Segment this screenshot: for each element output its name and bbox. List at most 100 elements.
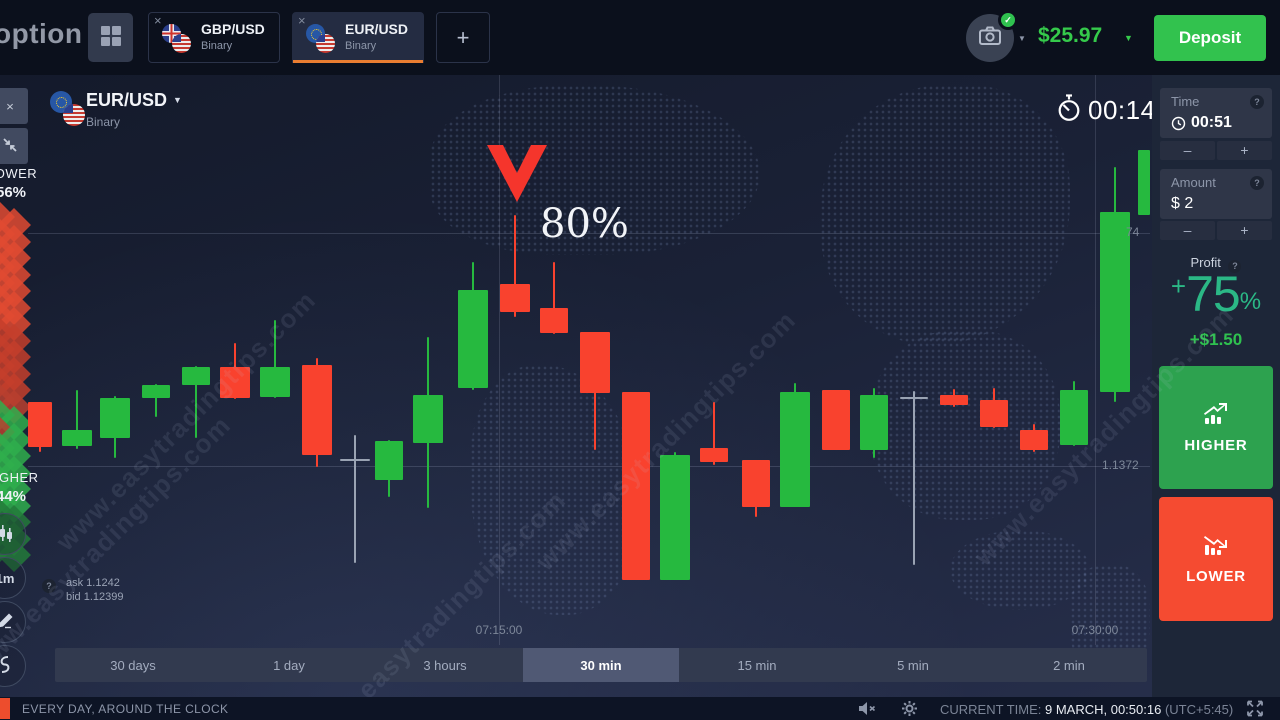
- time-stepper: – +: [1160, 141, 1272, 160]
- sentiment-higher-value: 44%: [0, 488, 27, 505]
- asset-tab-gbp-usd[interactable]: × GBP/USD Binary: [148, 12, 280, 63]
- timeframe-2-min[interactable]: 2 min: [1053, 657, 1085, 673]
- help-icon[interactable]: ?: [42, 579, 56, 593]
- tab-pair-label: GBP/USD: [201, 21, 265, 37]
- profit-amount: +$1.50: [1189, 330, 1243, 349]
- higher-button[interactable]: HIGHER: [1159, 366, 1273, 489]
- profit-number: 75: [1186, 266, 1241, 322]
- gridline-vertical: [1095, 75, 1096, 645]
- tab-type-label: Binary: [345, 40, 377, 52]
- instrument-flags: [50, 91, 88, 129]
- candlestick-chart-icon: [0, 523, 14, 546]
- tab-type-label: Binary: [201, 40, 233, 52]
- stopwatch-icon: [1056, 94, 1082, 127]
- price-label-partial: 74: [1126, 225, 1140, 239]
- promo-marker: [0, 698, 10, 719]
- settings-gear-icon[interactable]: [901, 700, 918, 720]
- deposit-button[interactable]: Deposit: [1154, 15, 1266, 61]
- balance-chevron-down-icon[interactable]: ▼: [1124, 33, 1133, 43]
- lower-button-label: LOWER: [1186, 568, 1246, 585]
- amount-plus-button[interactable]: +: [1217, 221, 1272, 240]
- drawing-tools-button[interactable]: [0, 601, 26, 643]
- higher-button-label: HIGHER: [1184, 436, 1248, 454]
- ask-value: ask 1.1242: [66, 577, 120, 589]
- gridline-horizontal: [28, 466, 1150, 467]
- current-time-value: 9 MARCH, 00:50:16: [1044, 702, 1162, 717]
- close-tab-icon[interactable]: ×: [298, 13, 306, 28]
- tab-pair-label: EUR/USD: [345, 21, 409, 37]
- time-card-value: 00:51: [1191, 114, 1232, 131]
- fullscreen-icon[interactable]: [1246, 700, 1264, 720]
- help-icon[interactable]: ?: [1250, 175, 1264, 190]
- status-bar: EVERY DAY, AROUND THE CLOCK CURRENT TIME…: [0, 697, 1280, 720]
- timeframe-15-min[interactable]: 15 min: [737, 657, 777, 673]
- collapse-arrows-icon: [2, 137, 18, 156]
- lower-button[interactable]: LOWER: [1159, 497, 1273, 621]
- sentiment-lower-value: 56%: [0, 184, 27, 201]
- countdown-value: 00:14: [1088, 95, 1152, 125]
- top-bar: option × GBP/USD Binary × EUR/USD Binary + ✓ …: [0, 0, 1280, 75]
- ask-bid-quote: ask 1.1242 bid 1.12399: [66, 576, 124, 604]
- promo-text: EVERY DAY, AROUND THE CLOCK: [22, 702, 229, 716]
- amount-card-value[interactable]: $ 2: [1171, 195, 1194, 212]
- amount-card: Amount ? $ 2: [1160, 169, 1272, 219]
- time-axis-label: 07:15:00: [475, 623, 523, 637]
- pencil-icon: [0, 612, 14, 632]
- close-chart-button[interactable]: ×: [0, 88, 28, 124]
- timeframe-3-hours[interactable]: 3 hours: [423, 657, 467, 673]
- verified-check-badge: ✓: [998, 10, 1018, 30]
- asset-grid-button[interactable]: [88, 13, 133, 62]
- amount-stepper: – +: [1160, 221, 1272, 240]
- us-flag-icon: [172, 34, 191, 53]
- grid-icon: [100, 25, 122, 50]
- chart-area: 80% 00:14 EUR/USD▼ Binary × LOWER 56%: [0, 75, 1152, 697]
- amount-minus-button[interactable]: –: [1160, 221, 1215, 240]
- asset-tabs: × GBP/USD Binary × EUR/USD Binary: [148, 12, 436, 63]
- help-icon[interactable]: ?: [1250, 94, 1264, 109]
- timeframe-5-min[interactable]: 5 min: [897, 657, 929, 673]
- close-tab-icon[interactable]: ×: [154, 13, 162, 28]
- time-card: Time ? 00:51: [1160, 88, 1272, 138]
- instrument-selector[interactable]: EUR/USD ▼: [86, 90, 182, 110]
- profile-camera-button[interactable]: ✓: [966, 10, 1018, 62]
- signal-annotation: 80%: [540, 201, 629, 247]
- chevron-down-icon[interactable]: ▼: [1018, 34, 1026, 43]
- timeframe-30-days[interactable]: 30 days: [110, 657, 156, 673]
- sentiment-lower: LOWER 56%: [0, 166, 37, 201]
- map-dots-blob: [430, 85, 760, 255]
- us-flag-icon: [63, 104, 85, 126]
- time-axis-label: 07:30:00: [1071, 623, 1119, 637]
- indicator-curve-icon: [0, 655, 13, 678]
- profit-percent-sign: %: [1239, 288, 1262, 315]
- instrument-type: Binary: [86, 115, 121, 129]
- tab-flags: [162, 24, 192, 54]
- sentiment-lower-label: LOWER: [0, 166, 38, 181]
- profit-label: Profit: [1190, 255, 1221, 270]
- account-balance[interactable]: $25.97: [1038, 24, 1103, 47]
- time-minus-button[interactable]: –: [1160, 141, 1215, 160]
- timeframe-1-day[interactable]: 1 day: [273, 657, 305, 673]
- current-time-label: CURRENT TIME:: [940, 702, 1042, 717]
- profit-percent: +75%: [1152, 265, 1280, 323]
- collapse-chart-button[interactable]: [0, 128, 28, 164]
- sound-muted-icon[interactable]: [858, 700, 877, 720]
- map-dots-blob: [950, 530, 1090, 610]
- price-label: 1.1372: [1102, 458, 1139, 472]
- sentiment-higher: HIGHER 44%: [0, 470, 39, 505]
- amount-card-label: Amount: [1171, 175, 1216, 190]
- timeframe-30-min[interactable]: 30 min: [523, 648, 679, 682]
- brand-logo: option: [0, 18, 83, 49]
- add-asset-button[interactable]: +: [436, 12, 490, 63]
- time-card-label: Time: [1171, 94, 1200, 109]
- timeframe-bar: 30 days 1 day 3 hours 30 min 15 min 5 min 2 mi…: [55, 648, 1147, 682]
- bid-value: bid 1.12399: [66, 591, 124, 603]
- gridline-vertical: [499, 75, 500, 645]
- time-plus-button[interactable]: +: [1217, 141, 1272, 160]
- help-icon[interactable]: ?: [1228, 259, 1242, 273]
- candle-countdown: 00:14: [1056, 94, 1152, 127]
- us-flag-icon: [316, 34, 335, 53]
- asset-tab-eur-usd[interactable]: × EUR/USD Binary: [292, 12, 424, 63]
- map-dots-blob: [470, 365, 640, 615]
- chart-down-icon: [1201, 533, 1231, 560]
